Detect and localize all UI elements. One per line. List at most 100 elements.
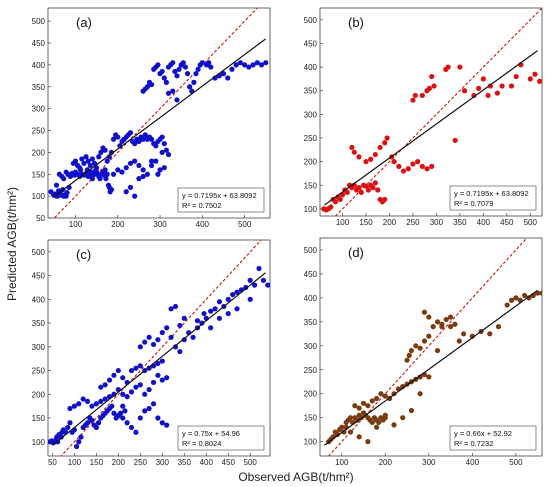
data-point xyxy=(378,391,384,397)
data-point xyxy=(124,394,130,400)
data-point xyxy=(71,403,77,409)
data-point xyxy=(417,391,423,397)
data-point xyxy=(487,83,493,89)
data-point xyxy=(108,149,115,155)
data-point xyxy=(363,159,369,165)
y-tick-label: 100 xyxy=(32,192,46,201)
data-point xyxy=(106,154,112,160)
data-point xyxy=(365,403,371,409)
data-point xyxy=(352,403,358,409)
data-point xyxy=(526,295,532,301)
y-tick-label: 50 xyxy=(36,214,45,223)
data-point xyxy=(53,182,60,188)
x-tick-label: 250 xyxy=(406,218,420,227)
data-point xyxy=(144,84,150,90)
y-tick-label: 300 xyxy=(32,105,46,114)
y-tick-label: 350 xyxy=(32,319,46,328)
data-point xyxy=(429,73,435,80)
data-point xyxy=(469,333,475,339)
data-point xyxy=(410,97,416,103)
data-point xyxy=(172,303,179,310)
one-to-one-line xyxy=(334,8,542,216)
y-tick-label: 150 xyxy=(32,414,46,423)
data-point xyxy=(254,60,260,66)
data-point xyxy=(111,391,117,397)
data-point xyxy=(149,81,155,88)
data-point xyxy=(212,75,218,81)
data-point xyxy=(81,160,87,166)
data-point xyxy=(170,88,176,94)
data-point xyxy=(106,377,113,383)
data-point xyxy=(508,83,515,89)
data-point xyxy=(159,358,165,364)
data-point xyxy=(434,319,441,325)
data-point xyxy=(109,403,115,409)
data-point xyxy=(212,306,218,312)
one-to-one-line xyxy=(327,238,528,456)
data-point xyxy=(104,158,110,164)
y-tick-label: 450 xyxy=(304,39,318,48)
data-point xyxy=(165,90,172,96)
data-point xyxy=(485,92,491,99)
data-point xyxy=(115,367,121,374)
data-point xyxy=(136,176,142,182)
data-point xyxy=(363,183,369,189)
data-point xyxy=(108,186,115,193)
data-point xyxy=(356,154,362,160)
x-tick-label: 400 xyxy=(200,458,214,467)
r-squared: R² = 0.8024 xyxy=(182,439,221,448)
y-tick-label: 100 xyxy=(304,438,318,447)
r-squared: R² = 0.7232 xyxy=(454,439,493,448)
data-point xyxy=(429,163,435,169)
data-point xyxy=(149,162,155,169)
data-point xyxy=(115,134,121,140)
data-point xyxy=(128,424,135,431)
data-point xyxy=(430,324,436,330)
data-point xyxy=(142,391,148,397)
y-tick-label: 250 xyxy=(32,127,46,136)
x-tick-label: 400 xyxy=(196,220,210,229)
fit-line xyxy=(52,272,266,446)
data-point xyxy=(220,71,227,77)
panel-d: 100 200 300 400 500 100 150 200 250 300 350 400 450 5… xyxy=(304,237,543,467)
data-point xyxy=(358,189,364,195)
y-tick-label: 200 xyxy=(304,390,318,399)
data-point xyxy=(140,167,146,173)
panel-label: (b) xyxy=(348,15,364,30)
data-point xyxy=(344,189,350,195)
panel-c: 50 100 150 200 250 300 350 400 450 500 100 150 200 25… xyxy=(32,239,271,467)
data-point xyxy=(137,415,143,421)
data-point xyxy=(111,372,117,378)
data-point xyxy=(97,176,103,182)
data-point xyxy=(65,424,71,431)
x-tick-label: 500 xyxy=(524,218,538,227)
data-point xyxy=(527,76,533,82)
data-point xyxy=(140,173,146,180)
x-tick-label: 500 xyxy=(244,458,258,467)
panel-label: (a) xyxy=(76,15,92,30)
data-point xyxy=(164,375,170,381)
data-point xyxy=(382,140,388,146)
data-point xyxy=(182,64,189,70)
y-tick-label: 500 xyxy=(304,16,318,25)
data-point xyxy=(159,420,165,426)
data-point xyxy=(150,401,157,407)
x-tick-label: 450 xyxy=(222,458,236,467)
data-point xyxy=(177,348,183,355)
x-tick-label: 200 xyxy=(112,458,126,467)
data-point xyxy=(426,333,432,339)
fit-line xyxy=(324,289,538,446)
y-tick-label: 150 xyxy=(304,181,318,190)
data-point xyxy=(337,196,343,203)
panel-b: 100 150 200 250 300 350 400 450 500 100 150 200 250 3… xyxy=(304,7,543,227)
data-point xyxy=(102,167,108,173)
data-point xyxy=(461,331,467,337)
y-tick-label: 400 xyxy=(32,61,46,70)
data-point xyxy=(199,60,205,66)
data-point xyxy=(133,384,139,390)
data-point xyxy=(377,144,383,151)
data-point xyxy=(95,420,102,426)
data-point xyxy=(144,171,150,177)
y-tick-label: 200 xyxy=(32,148,46,157)
data-point xyxy=(85,158,91,164)
